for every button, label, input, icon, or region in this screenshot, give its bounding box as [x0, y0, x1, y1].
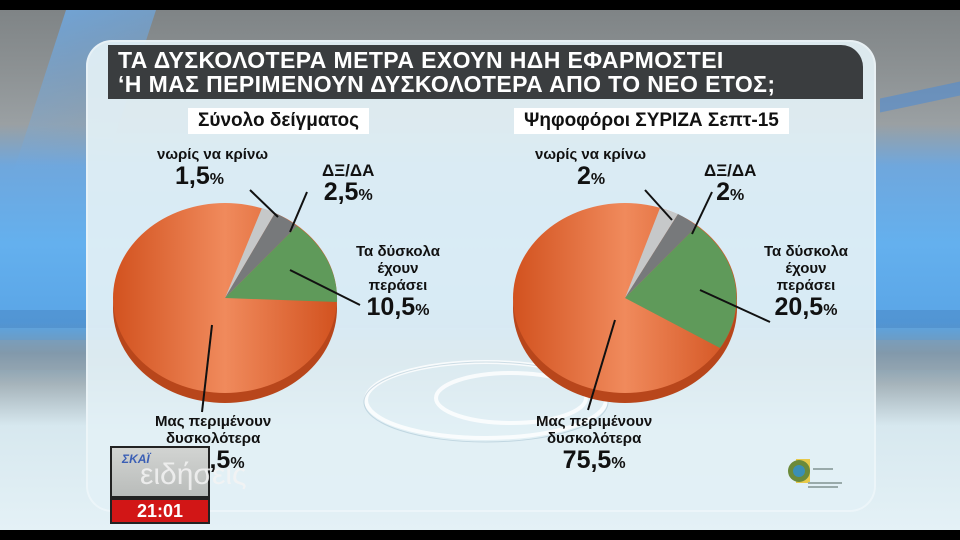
slice-passed — [225, 226, 338, 302]
broadcast-clock: 21:01 — [110, 498, 210, 524]
leader-line — [699, 289, 771, 323]
question-title: ΤΑ ΔΥΣΚΟΛΟΤΕΡΑ ΜΕΤΡΑ ΕΧΟΥΝ ΗΔΗ ΕΦΑΡΜΟΣΤΕ… — [108, 45, 863, 99]
channel-logo: ΣΚΑΪ ειδήσεις — [110, 446, 246, 498]
leader-line — [587, 319, 616, 411]
right-label-passed: Τα δύσκολα έχουν περάσει 20,5% — [764, 243, 848, 321]
left-chart-subtitle: Σύνολο δείγματος — [188, 108, 369, 134]
left-label-passed: Τα δύσκολα έχουν περάσει 10,5% — [356, 243, 440, 321]
left-label-early: νωρίς να κρίνω 1,5% — [157, 146, 268, 190]
channel-name: ΣΚΑΪ — [122, 452, 150, 466]
title-line-1: ΤΑ ΔΥΣΚΟΛΟΤΕΡΑ ΜΕΤΡΑ ΕΧΟΥΝ ΗΔΗ ΕΦΑΡΜΟΣΤΕ… — [118, 47, 724, 73]
slice-dk — [225, 213, 297, 298]
slice-early — [225, 208, 275, 298]
slice-early — [625, 208, 678, 298]
leader-line — [289, 269, 361, 306]
leader-line — [249, 189, 279, 218]
leader-line — [691, 191, 713, 235]
title-line-2: ‘Η ΜΑΣ ΠΕΡΙΜΕΝΟΥΝ ΔΥΣΚΟΛΟΤΕΡΑ ΑΠΟ ΤΟ ΝΕΟ… — [118, 71, 776, 97]
leader-line — [201, 324, 213, 413]
left-label-dk: ΔΞ/ΔΑ 2,5% — [322, 161, 375, 206]
leader-line — [289, 191, 308, 233]
broadcast-frame: ΤΑ ΔΥΣΚΟΛΟΤΕΡΑ ΜΕΤΡΑ ΕΧΟΥΝ ΗΔΗ ΕΦΑΡΜΟΣΤΕ… — [0, 10, 960, 530]
right-label-early: νωρίς να κρίνω 2% — [535, 146, 646, 190]
bg-streak — [880, 81, 960, 113]
slice-dk — [625, 214, 697, 298]
right-chart-subtitle: Ψηφοφόροι ΣΥΡΙΖΑ Σεπτ-15 — [514, 108, 789, 134]
slice-passed — [625, 226, 737, 348]
right-label-harder: Μας περιμένουν δυσκολότερα 75,5% — [536, 413, 653, 474]
leader-line — [644, 189, 673, 221]
left-pie-chart — [113, 189, 361, 413]
right-pie-chart — [513, 189, 771, 411]
right-label-dk: ΔΞ/ΔΑ 2% — [704, 161, 757, 206]
pollster-logo — [788, 459, 842, 488]
program-name: ειδήσεις — [140, 458, 247, 491]
